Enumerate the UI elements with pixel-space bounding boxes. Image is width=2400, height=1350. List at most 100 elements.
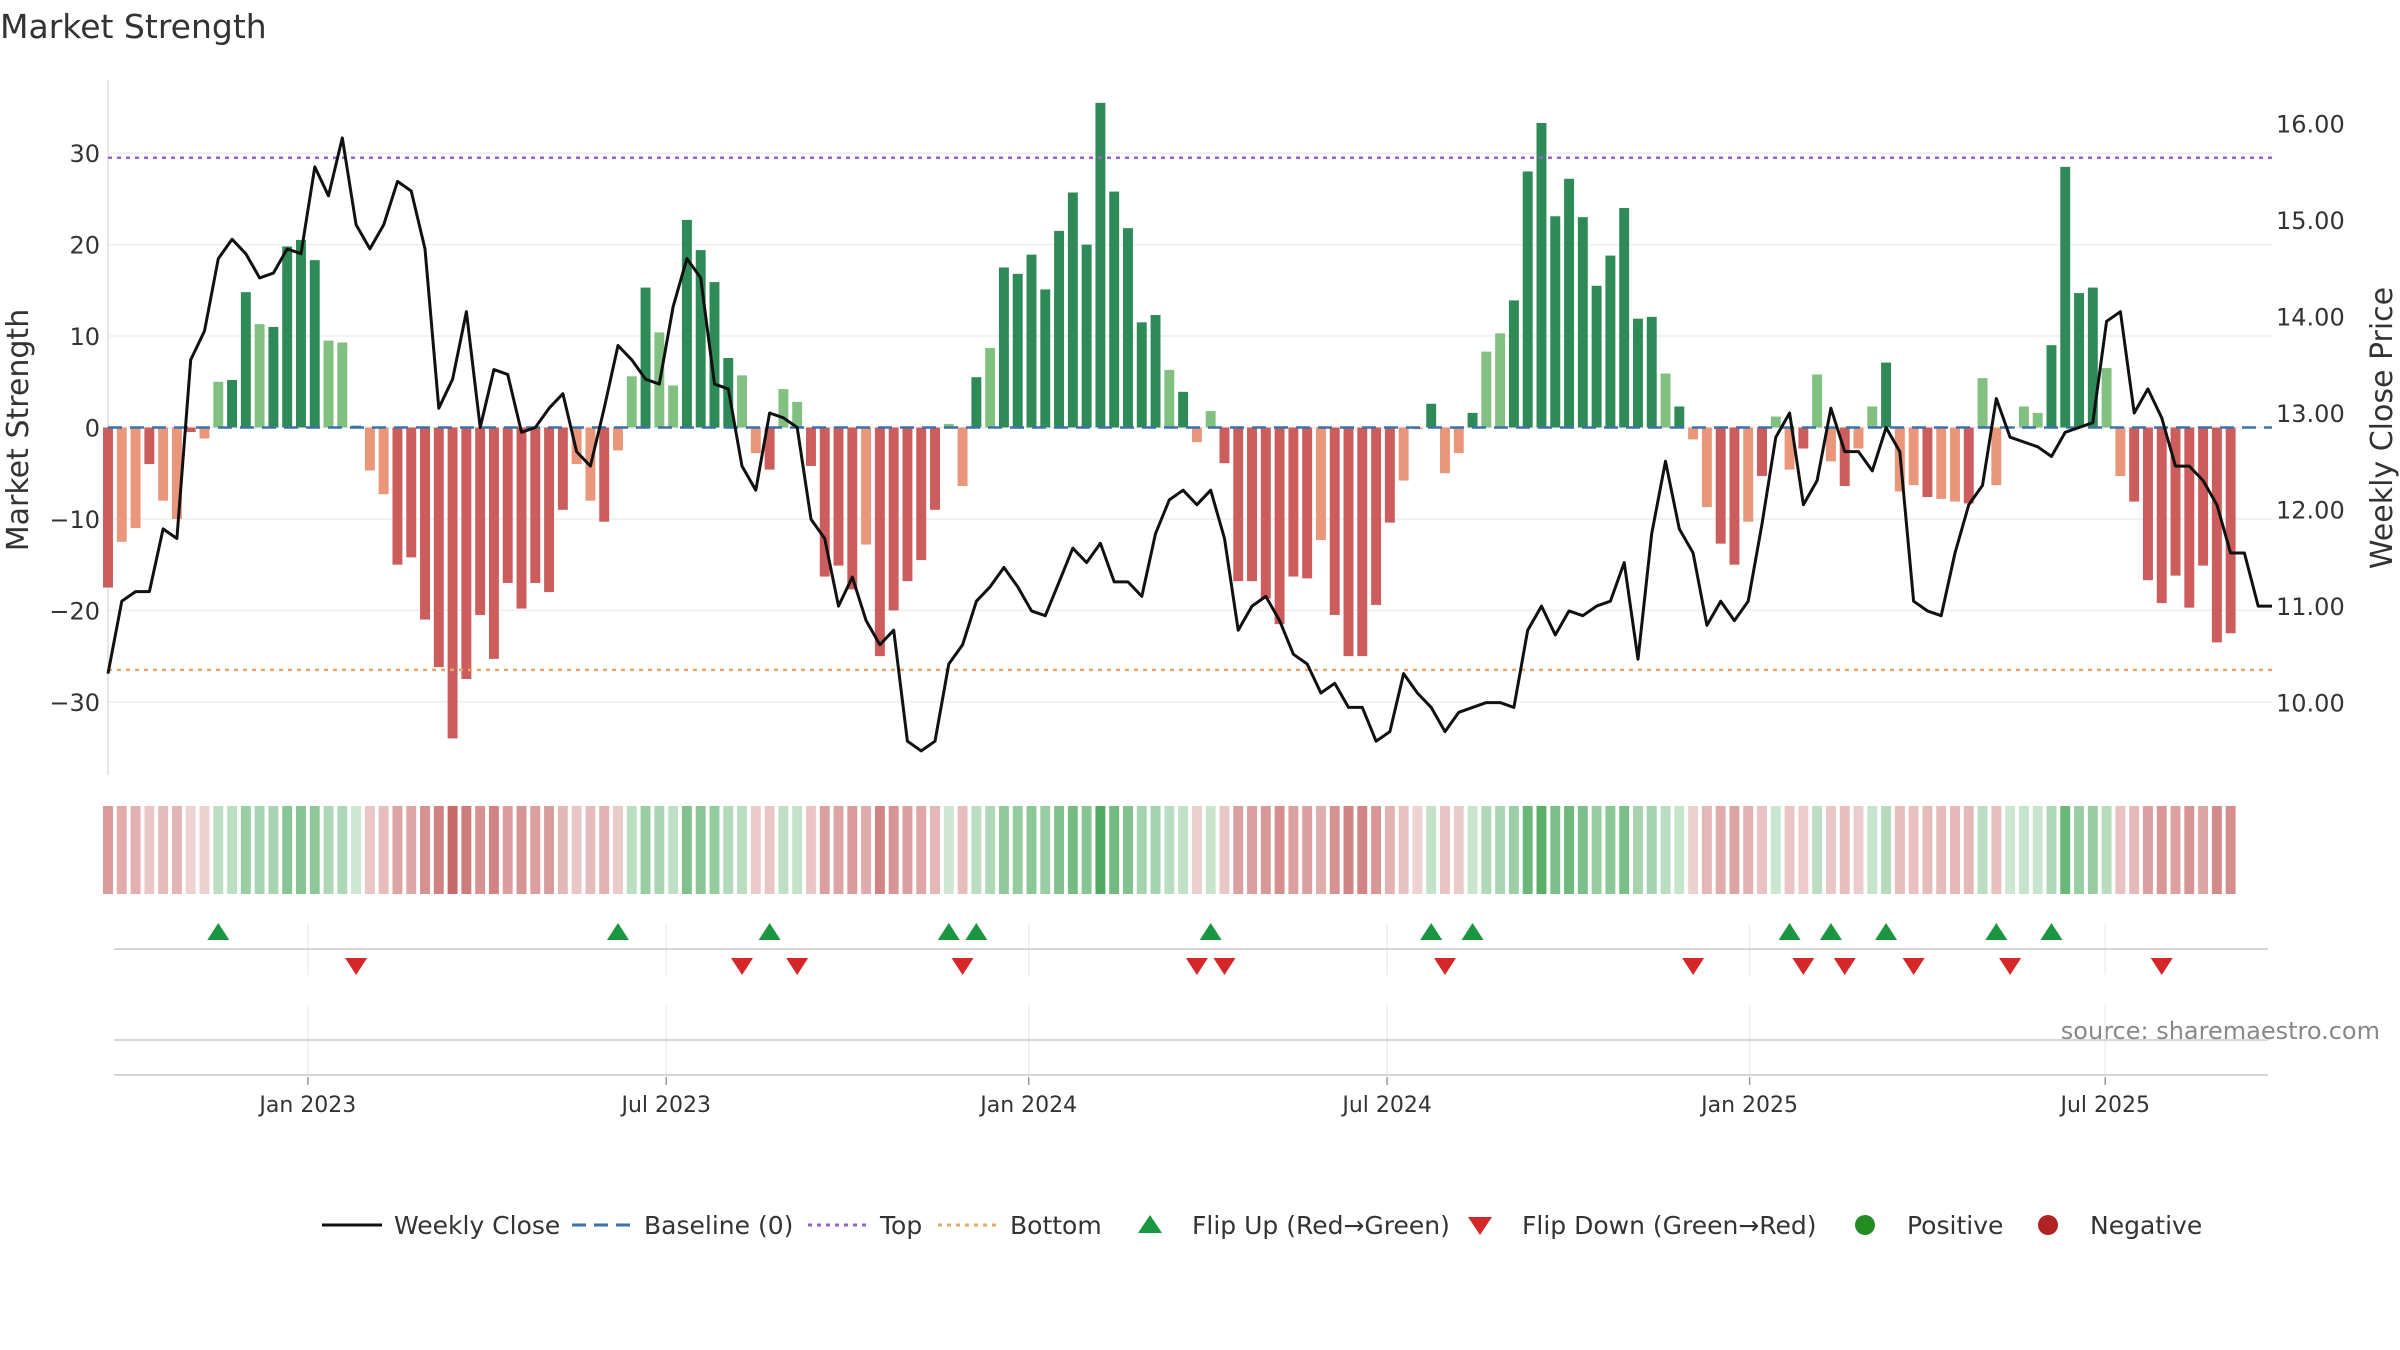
heat-strip-cell — [709, 806, 720, 894]
heat-strip-cell — [737, 806, 748, 894]
strength-bar — [1440, 427, 1450, 474]
heat-strip-cell — [1315, 806, 1326, 894]
flip-up-marker — [606, 923, 629, 940]
strength-bar — [1550, 216, 1561, 428]
strength-bar — [1329, 427, 1340, 615]
strength-bar — [1701, 427, 1712, 508]
strength-bar — [337, 342, 348, 428]
heat-strip-cell — [2156, 806, 2167, 894]
x-tick-label: Jul 2024 — [1340, 1093, 1432, 1118]
flip-down-marker — [1999, 958, 2022, 975]
heat-strip-cell — [764, 806, 775, 894]
heat-strip-cell — [475, 806, 486, 894]
heat-strip-cell — [971, 806, 982, 894]
heat-strip-cell — [1067, 806, 1078, 894]
legend-label: Flip Down (Green→Red) — [1522, 1211, 1817, 1240]
heat-strip-cell — [1839, 806, 1850, 894]
flip-up-marker — [1819, 923, 1842, 940]
heat-strip-cell — [681, 806, 692, 894]
flip-down-marker — [1682, 958, 1705, 975]
heat-strip-cell — [213, 806, 224, 894]
strength-bar — [847, 427, 858, 590]
heat-strip-cell — [778, 806, 789, 894]
heat-strip-cell — [1936, 806, 1947, 894]
strength-bar — [2142, 427, 2153, 581]
strength-bar — [1288, 427, 1299, 577]
strength-bar — [1619, 208, 1630, 428]
heat-strip-cell — [1812, 806, 1823, 894]
strength-bar — [502, 427, 513, 583]
y-tick-label: −20 — [49, 597, 100, 625]
heat-strip-cell — [158, 806, 169, 894]
strength-bar — [1150, 315, 1161, 428]
strength-bar — [1123, 228, 1133, 428]
strength-bar — [2211, 427, 2222, 643]
x-tick-label: Jan 2025 — [1699, 1093, 1798, 1118]
heat-strip-cell — [2198, 806, 2209, 894]
legend-label: Top — [879, 1211, 922, 1240]
strength-bar — [1908, 427, 1919, 486]
heat-strip-cell — [1660, 806, 1671, 894]
heat-strip-cell — [364, 806, 375, 894]
strength-bar — [144, 427, 155, 465]
heat-strip-cell — [1288, 806, 1299, 894]
flip-up-marker — [937, 923, 960, 940]
strength-bar — [557, 427, 568, 510]
strength-bar — [1040, 289, 1051, 428]
heat-strip-cell — [1384, 806, 1395, 894]
legend-label: Weekly Close — [394, 1211, 560, 1240]
heat-strip-cell — [2211, 806, 2222, 894]
y2-tick-label: 16.00 — [2276, 110, 2345, 138]
strength-bar — [668, 385, 679, 428]
heat-strip-cell — [985, 806, 996, 894]
heat-strip-cell — [171, 806, 182, 894]
heat-strip-cell — [1467, 806, 1478, 894]
strength-bar — [1219, 427, 1230, 464]
heat-strip-cell — [309, 806, 320, 894]
strength-bar — [1109, 191, 1120, 428]
legend-label: Positive — [1907, 1211, 2003, 1240]
strength-bar — [254, 324, 265, 428]
heat-strip-cell — [2087, 806, 2098, 894]
y-tick-label: 30 — [69, 140, 100, 168]
strength-bar — [516, 427, 527, 609]
strength-bar — [681, 219, 692, 428]
strength-bar — [805, 427, 816, 466]
strength-bar — [792, 401, 803, 428]
strength-bar — [1095, 102, 1106, 428]
heat-strip-cell — [2060, 806, 2071, 894]
strength-bar — [1577, 217, 1588, 428]
heat-strip-cell — [1481, 806, 1492, 894]
y-tick-label: 0 — [85, 415, 100, 443]
strength-bar — [874, 427, 885, 657]
flip-down-marker — [731, 958, 754, 975]
heat-strip-cell — [599, 806, 610, 894]
strength-bar — [1136, 322, 1147, 428]
heat-strip-cell — [1743, 806, 1754, 894]
strength-bar — [282, 246, 293, 428]
y2-tick-label: 12.00 — [2276, 497, 2345, 525]
strength-bar — [1743, 427, 1754, 522]
strength-bar — [2198, 427, 2209, 566]
heat-strip-cell — [530, 806, 541, 894]
strength-bar — [1688, 427, 1699, 440]
strength-bar — [1384, 427, 1395, 523]
strength-bar — [2060, 166, 2071, 428]
heat-strip-cell — [1729, 806, 1740, 894]
heat-strip-cell — [1412, 806, 1423, 894]
heat-strip-cell — [668, 806, 679, 894]
heat-strip-cell — [447, 806, 458, 894]
strength-bar — [1881, 362, 1892, 428]
heat-strip-cell — [296, 806, 306, 894]
heat-strip-cell — [1026, 806, 1037, 894]
heat-strip-cell — [433, 806, 444, 894]
heat-strip-cell — [654, 806, 665, 894]
heat-strip-cell — [1619, 806, 1630, 894]
heat-strip-cell — [957, 806, 968, 894]
strength-bar — [1991, 427, 2002, 486]
heat-strip-cell — [1784, 806, 1795, 894]
heat-strip-cell — [819, 806, 830, 894]
heat-strip-cell — [1302, 806, 1313, 894]
strength-bar — [833, 427, 844, 566]
